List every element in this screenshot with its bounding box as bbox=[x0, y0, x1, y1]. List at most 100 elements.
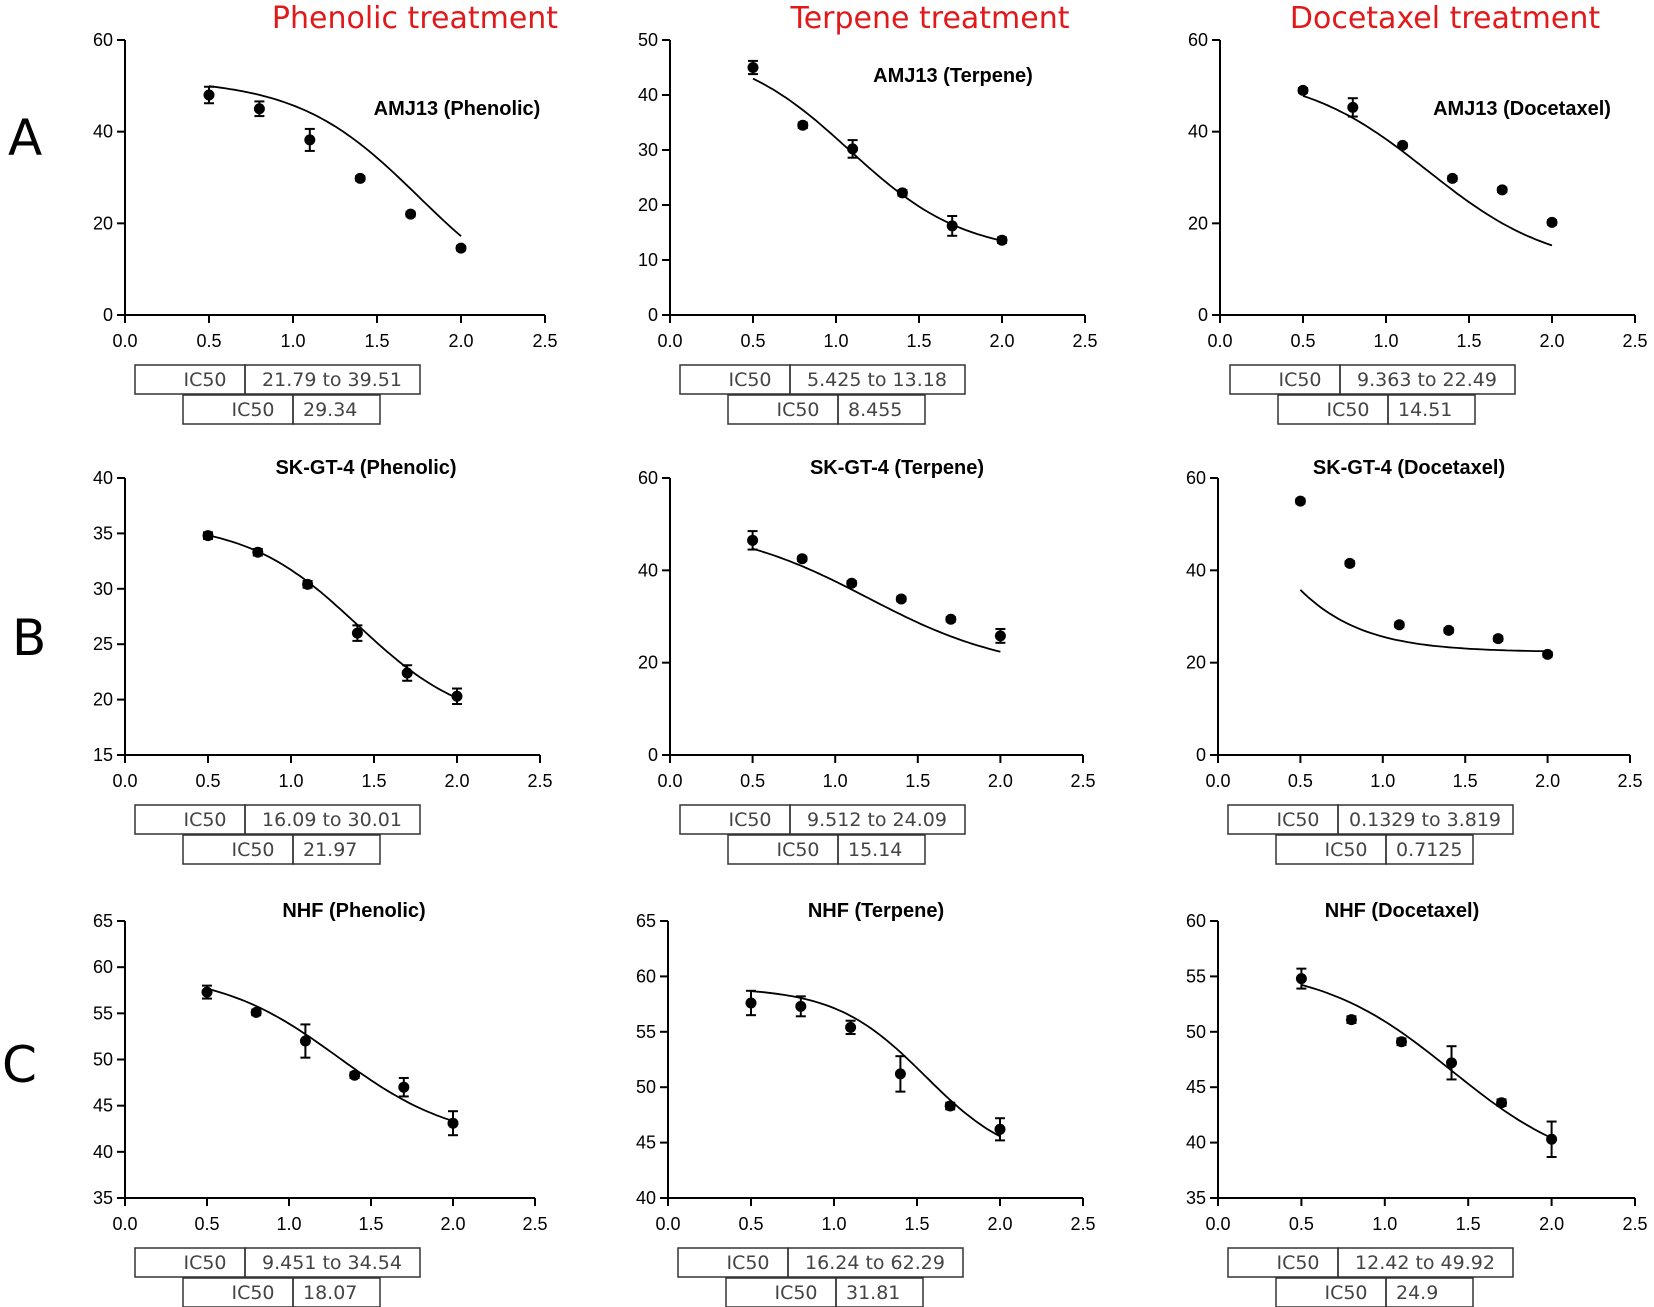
data-point bbox=[447, 1117, 459, 1129]
y-tick-label: 60 bbox=[93, 957, 113, 977]
ic50-best-label: IC50 bbox=[231, 1282, 274, 1304]
panel-title: NHF (Docetaxel) bbox=[1325, 900, 1479, 922]
ic50-best-row: IC50 21.97 bbox=[182, 834, 381, 865]
ic50-ci-label: IC50 bbox=[1278, 369, 1321, 391]
y-tick-label: 0 bbox=[648, 305, 658, 325]
data-point bbox=[201, 986, 213, 998]
y-tick-label: 45 bbox=[1186, 1077, 1206, 1097]
y-tick-label: 35 bbox=[93, 1188, 113, 1208]
fit-curve bbox=[208, 85, 462, 237]
ic50-best-label: IC50 bbox=[231, 839, 274, 861]
ic50-value-cell bbox=[244, 364, 421, 395]
fit-curve bbox=[1301, 984, 1553, 1139]
y-tick-label: 60 bbox=[636, 966, 656, 986]
panel-b2: SK-GT-4 (Terpene) 0 20 40 60 0.0 0.5 1.0 1.5 2.0 2… bbox=[638, 457, 1096, 865]
x-tick-label: 2.0 bbox=[989, 331, 1014, 351]
x-tick-label: 0.5 bbox=[195, 771, 220, 791]
data-point bbox=[946, 220, 958, 232]
fit-curve bbox=[750, 990, 1001, 1138]
data-point bbox=[1496, 1097, 1508, 1109]
ic50-value-cell bbox=[244, 1247, 421, 1278]
ic50-ci-row: IC50 12.42 to 49.92 bbox=[1227, 1247, 1514, 1278]
x-tick-label: 2.5 bbox=[1070, 1214, 1095, 1234]
data-point bbox=[1344, 557, 1356, 569]
data-point bbox=[1443, 624, 1455, 636]
x-tick-label: 2.0 bbox=[440, 1214, 465, 1234]
ic50-value-cell bbox=[292, 1277, 381, 1307]
ic50-ci-row: IC50 9.363 to 22.49 bbox=[1229, 364, 1516, 395]
data-point bbox=[1345, 1014, 1357, 1026]
y-tick-label: 50 bbox=[93, 1050, 113, 1070]
x-tick-label: 1.0 bbox=[821, 1214, 846, 1234]
ic50-ci-label: IC50 bbox=[1276, 809, 1319, 831]
x-tick-label: 2.5 bbox=[1070, 771, 1095, 791]
fit-curve bbox=[1299, 589, 1548, 653]
panel-a2: AMJ13 (Terpene) 0 10 20 30 40 50 0.0 0.5 1.0 1.5 2.… bbox=[638, 30, 1098, 425]
data-point bbox=[401, 667, 413, 679]
ic50-best-value: 21.97 bbox=[303, 839, 357, 861]
ic50-ci-label: IC50 bbox=[1276, 1252, 1319, 1274]
x-tick-label: 0.5 bbox=[1290, 331, 1315, 351]
y-tick-label: 40 bbox=[638, 85, 658, 105]
ic50-value-cell bbox=[835, 1277, 924, 1307]
y-tick-label: 50 bbox=[636, 1077, 656, 1097]
data-point bbox=[795, 1000, 807, 1012]
ic50-best-value: 24.9 bbox=[1396, 1282, 1438, 1304]
y-tick-label: 20 bbox=[93, 690, 113, 710]
ic50-ci-row: IC50 21.79 to 39.51 bbox=[134, 364, 421, 395]
data-point bbox=[202, 530, 214, 542]
data-point bbox=[1446, 1057, 1458, 1069]
x-tick-label: 1.5 bbox=[358, 1214, 383, 1234]
data-point bbox=[1446, 172, 1458, 184]
x-tick-label: 2.5 bbox=[1072, 331, 1097, 351]
data-point bbox=[1294, 495, 1306, 507]
x-tick-label: 1.5 bbox=[1456, 331, 1481, 351]
ic50-ci-row: IC50 16.24 to 62.29 bbox=[677, 1247, 964, 1278]
x-tick-label: 0.5 bbox=[740, 331, 765, 351]
y-tick-label: 40 bbox=[93, 1142, 113, 1162]
y-tick-label: 0 bbox=[1196, 745, 1206, 765]
ic50-ci-row: IC50 16.09 to 30.01 bbox=[134, 804, 421, 835]
x-tick-label: 2.0 bbox=[1539, 331, 1564, 351]
y-tick-label: 35 bbox=[93, 523, 113, 543]
x-tick-label: 0.5 bbox=[1289, 1214, 1314, 1234]
x-tick-label: 1.5 bbox=[1456, 1214, 1481, 1234]
y-tick-label: 60 bbox=[1188, 30, 1208, 50]
ic50-value-cell bbox=[1387, 394, 1476, 425]
ic50-best-label: IC50 bbox=[774, 1282, 817, 1304]
data-point bbox=[896, 187, 908, 199]
panel-title: SK-GT-4 (Phenolic) bbox=[275, 457, 456, 479]
y-tick-label: 30 bbox=[638, 140, 658, 160]
ic50-ci-label: IC50 bbox=[728, 809, 771, 831]
ic50-ci-value: 0.1329 to 3.819 bbox=[1349, 809, 1501, 831]
data-point bbox=[846, 577, 858, 589]
x-tick-label: 1.0 bbox=[1372, 1214, 1397, 1234]
ic50-value-cell bbox=[789, 804, 966, 835]
y-tick-label: 40 bbox=[636, 1188, 656, 1208]
x-tick-label: 1.5 bbox=[364, 331, 389, 351]
data-point bbox=[1297, 84, 1309, 96]
x-tick-label: 1.0 bbox=[823, 331, 848, 351]
y-tick-label: 55 bbox=[636, 1022, 656, 1042]
panel-a1: AMJ13 (Phenolic) 0 20 40 60 0.0 0.5 1.0 1.5 2.0 2.… bbox=[93, 30, 558, 425]
data-point bbox=[203, 89, 215, 101]
ic50-best-row: IC50 14.51 bbox=[1277, 394, 1476, 425]
x-tick-label: 2.5 bbox=[532, 331, 557, 351]
data-point bbox=[745, 997, 757, 1009]
panel-title: AMJ13 (Phenolic) bbox=[374, 98, 541, 120]
x-tick-label: 0.0 bbox=[657, 771, 682, 791]
ic50-best-label: IC50 bbox=[1326, 399, 1369, 421]
ic50-best-row: IC50 18.07 bbox=[182, 1277, 381, 1307]
data-point bbox=[1542, 648, 1554, 660]
ic50-best-row: IC50 29.34 bbox=[182, 394, 381, 425]
data-point bbox=[349, 1069, 361, 1081]
data-point bbox=[796, 553, 808, 565]
y-tick-label: 20 bbox=[638, 653, 658, 673]
y-tick-label: 15 bbox=[93, 745, 113, 765]
ic50-ci-label: IC50 bbox=[183, 809, 226, 831]
data-point bbox=[994, 1123, 1006, 1135]
data-point bbox=[398, 1081, 410, 1093]
data-point bbox=[797, 119, 809, 131]
panel-b1: SK-GT-4 (Phenolic) 15 20 25 30 35 40 0.0 0.5 1.0 1… bbox=[93, 457, 553, 865]
data-point bbox=[252, 546, 264, 558]
